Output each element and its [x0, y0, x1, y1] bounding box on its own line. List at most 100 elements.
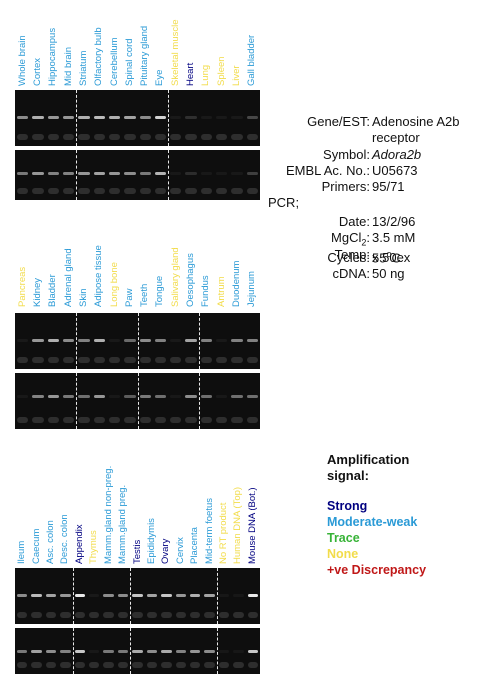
gel-band [17, 339, 29, 342]
gel-lane-divider [76, 313, 78, 369]
gel-band [32, 339, 44, 342]
gel-band [103, 650, 114, 653]
lane-label: Asc. colon [45, 520, 57, 564]
gel-lane-divider [72, 628, 74, 674]
lane-label: Jejunum [246, 271, 258, 307]
gel-band [31, 594, 42, 597]
lane-label: Fundus [200, 275, 212, 307]
gel-primer-smear [204, 662, 215, 668]
gel-panel-3-bottom [15, 628, 260, 674]
gel-band [78, 395, 90, 398]
symbol-label: Symbol: [323, 147, 370, 162]
primers-label: Primers: [321, 179, 370, 194]
gel-primer-smear [89, 662, 100, 668]
gel-primer-smear [108, 134, 121, 140]
gel-band [231, 116, 243, 119]
gel-primer-smear [146, 612, 158, 618]
gel-band [139, 172, 151, 175]
legend-trace: Trace [327, 531, 360, 545]
gel-band [233, 594, 244, 597]
lane-label: Skin [77, 288, 89, 307]
gel-band [31, 650, 42, 653]
gel-band [93, 395, 105, 398]
gel-primer-smear [31, 612, 42, 618]
gel-band [17, 172, 29, 175]
gel-primer-smear [124, 188, 136, 194]
gel-band [17, 594, 28, 597]
gel-primer-smear [108, 417, 121, 423]
gel-band [47, 116, 59, 119]
gel-lane-divider [137, 313, 139, 369]
lane-label: Epididymis [145, 518, 157, 564]
gel-lane-divider [168, 150, 170, 200]
gel-band [78, 339, 90, 342]
legend-moderate-weak: Moderate-weak [327, 515, 418, 529]
gel-band [231, 339, 243, 342]
primers-value: 95/71 [372, 179, 405, 194]
gel-band [200, 395, 213, 398]
lane-label: Mid brain [62, 46, 74, 86]
lane-label: Mid-term foetus [203, 498, 215, 564]
gel-primer-smear [233, 612, 244, 618]
gel-band [124, 172, 136, 175]
lane-label: Placenta [189, 527, 201, 564]
gel-primer-smear [185, 417, 197, 423]
gel-primer-smear [132, 662, 143, 668]
gel-band [233, 650, 244, 653]
gel-band [62, 339, 75, 342]
gel-band [185, 395, 197, 398]
gel-band [204, 594, 215, 597]
gel-band [117, 650, 129, 653]
gel-lane-divider [76, 150, 78, 200]
gel-primer-smear [200, 134, 213, 140]
gel-primer-smear [170, 357, 182, 363]
gel-primer-smear [47, 357, 59, 363]
lane-label: Cervix [174, 537, 186, 564]
gel-band [204, 650, 215, 653]
gel-primer-smear [78, 357, 90, 363]
gel-primer-smear [45, 662, 57, 668]
gel-band [45, 650, 57, 653]
gel-band [47, 339, 59, 342]
gel-lane-divider [130, 628, 132, 674]
gel-lane-divider [137, 373, 139, 429]
gel-primer-smear [62, 134, 75, 140]
gel-primer-smear [218, 612, 230, 618]
lane-label: Paw [123, 288, 135, 307]
lane-label: Appendix [73, 524, 85, 564]
gel-primer-smear [247, 662, 258, 668]
gel-primer-smear [117, 662, 129, 668]
gel-band [246, 395, 258, 398]
gel-band [139, 395, 151, 398]
gel-primer-smear [62, 417, 75, 423]
mgcl-value: 3.5 mM [372, 230, 416, 245]
gel-band [216, 116, 228, 119]
gel-lane-divider [168, 90, 170, 146]
lane-labels-panel-2: Pancreas Kidney Bladder Adrenal gland Skin Ad… [15, 215, 260, 307]
lane-label: Desc. colon [59, 514, 71, 564]
gel-primer-smear [17, 188, 29, 194]
gel-band [78, 172, 90, 175]
gel-primer-smear [185, 357, 197, 363]
gel-primer-smear [200, 188, 213, 194]
gel-primer-smear [139, 188, 151, 194]
gel-primer-smear [200, 357, 213, 363]
gel-primer-smear [124, 134, 136, 140]
pcr-info-block: Gene/EST: Adenosine A2b receptor Symbol:… [268, 114, 480, 274]
gel-primer-smear [139, 357, 151, 363]
gel-band [62, 116, 75, 119]
lane-label: Ileum [16, 540, 28, 564]
gel-band [216, 395, 228, 398]
gel-lane-divider [198, 313, 200, 369]
gel-band [146, 650, 158, 653]
gel-primer-smear [78, 188, 90, 194]
gel-panel-1-bottom [15, 150, 260, 200]
gel-primer-smear [60, 662, 71, 668]
lane-label: Mouse DNA (Bot.) [246, 487, 258, 564]
gel-band [161, 650, 172, 653]
gel-band [154, 172, 167, 175]
gel-primer-smear [170, 188, 182, 194]
gel-lane-divider [130, 568, 132, 624]
gel-lane-divider [72, 568, 74, 624]
gel-band [139, 339, 151, 342]
